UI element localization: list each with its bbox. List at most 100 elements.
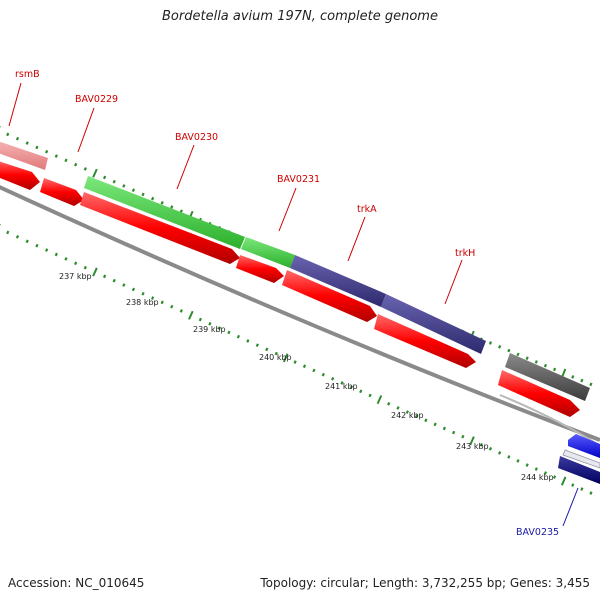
lower-major-tick xyxy=(282,353,289,363)
upper-minor-tick xyxy=(543,363,548,368)
lower-minor-tick xyxy=(131,287,136,292)
lower-minor-tick xyxy=(498,451,502,455)
lower-tick-row xyxy=(0,223,593,495)
lower-minor-tick xyxy=(102,274,107,279)
upper-minor-tick xyxy=(170,205,174,209)
lower-minor-tick xyxy=(274,351,278,356)
scale-label-239: 239 kbp xyxy=(193,325,226,334)
blue-feature xyxy=(568,434,600,458)
upper-minor-tick xyxy=(35,145,39,150)
upper-minor-tick xyxy=(122,184,126,188)
lower-minor-tick xyxy=(227,330,231,335)
lower-minor-tick xyxy=(580,487,584,491)
lower-minor-tick xyxy=(179,309,183,313)
upper-minor-tick xyxy=(571,375,575,379)
backbone-outer-line xyxy=(0,185,600,442)
lower-major-tick xyxy=(92,267,98,277)
lower-minor-tick xyxy=(359,389,363,394)
lower-minor-tick xyxy=(405,410,409,414)
upper-minor-tick xyxy=(64,158,68,163)
lower-minor-tick xyxy=(414,414,419,418)
lower-minor-tick xyxy=(265,347,269,352)
scale-label-242: 242 kbp xyxy=(391,411,424,420)
upper-minor-tick xyxy=(151,196,155,201)
lower-major-tick xyxy=(188,310,194,320)
upper-minor-tick xyxy=(589,382,593,387)
lower-minor-tick xyxy=(312,368,316,373)
lower-minor-tick xyxy=(25,239,29,244)
accession-text: Accession: NC_010645 xyxy=(8,576,145,590)
upper-minor-tick xyxy=(488,341,493,345)
gene-label-rsmB: rsmB xyxy=(15,69,40,80)
scale-label-243: 243 kbp xyxy=(456,442,489,451)
upper-minor-tick xyxy=(580,378,584,383)
grey-feature xyxy=(505,353,590,401)
upper-minor-tick xyxy=(54,154,58,158)
lower-minor-tick xyxy=(331,377,335,381)
lower-minor-tick xyxy=(571,483,575,487)
lower-minor-tick xyxy=(534,467,538,471)
scale-label-237: 237 kbp xyxy=(59,272,92,281)
lower-minor-tick xyxy=(461,434,465,439)
lower-minor-tick xyxy=(589,491,593,495)
scale-label-240: 240 kbp xyxy=(259,353,292,362)
lower-minor-tick xyxy=(516,459,520,463)
lower-major-tick xyxy=(469,436,475,446)
lower-minor-tick xyxy=(6,230,10,235)
lower-minor-tick xyxy=(141,291,145,296)
lower-minor-tick xyxy=(151,296,155,300)
lower-minor-tick xyxy=(236,334,241,339)
map-title: Bordetella avium 197N, complete genome xyxy=(162,9,438,24)
lower-minor-tick xyxy=(543,471,548,475)
lower-minor-tick xyxy=(35,243,39,248)
lower-minor-tick xyxy=(525,463,529,467)
BAV0230-feature xyxy=(84,176,245,249)
lower-minor-tick xyxy=(302,364,307,369)
navy-feature xyxy=(558,456,600,484)
BAV0231-callout xyxy=(278,187,297,232)
rsmB-feature xyxy=(0,141,48,170)
trkH-feature xyxy=(381,294,486,354)
cds-arrow-3 xyxy=(80,192,240,264)
upper-minor-tick xyxy=(15,136,20,141)
lower-minor-tick xyxy=(387,401,391,406)
lower-minor-tick xyxy=(552,475,557,479)
BAV0231-feature xyxy=(241,237,295,268)
lower-minor-tick xyxy=(44,248,49,252)
upper-minor-tick xyxy=(45,149,49,154)
genome-summary-text: Topology: circular; Length: 3,732,255 bp… xyxy=(260,576,590,590)
lower-minor-tick xyxy=(349,385,354,389)
upper-minor-tick xyxy=(498,344,502,349)
upper-minor-tick xyxy=(552,367,557,372)
lower-minor-tick xyxy=(74,261,78,266)
upper-minor-tick xyxy=(160,201,164,205)
gene-label-BAV0230: BAV0230 xyxy=(175,132,218,143)
lower-minor-tick xyxy=(452,430,456,435)
trkA-callout xyxy=(347,216,366,262)
lower-major-tick xyxy=(376,395,383,405)
gene-label-trkA: trkA xyxy=(357,204,377,215)
gene-label-BAV0235: BAV0235 xyxy=(516,527,559,538)
lower-minor-tick xyxy=(255,343,259,347)
lower-minor-tick xyxy=(170,304,174,309)
cds-arrow-7 xyxy=(498,370,580,417)
upper-minor-tick xyxy=(534,360,538,364)
lower-minor-tick xyxy=(479,442,483,447)
upper-minor-tick xyxy=(112,179,116,184)
cds-arrow-4 xyxy=(236,255,284,283)
upper-minor-tick xyxy=(102,175,107,180)
scale-label-238: 238 kbp xyxy=(126,298,159,307)
lower-minor-tick xyxy=(122,283,126,287)
lower-minor-tick xyxy=(198,317,202,322)
lower-minor-tick xyxy=(488,447,493,451)
upper-minor-tick xyxy=(83,167,87,171)
lower-minor-tick xyxy=(208,322,212,326)
lower-minor-tick xyxy=(433,422,437,427)
upper-minor-tick xyxy=(516,352,520,357)
cds-arrow-2 xyxy=(40,178,84,206)
upper-minor-tick xyxy=(141,192,145,197)
lower-minor-tick xyxy=(340,381,344,385)
cds-arrow-1 xyxy=(0,161,40,190)
cds-arrow-6 xyxy=(374,314,476,368)
